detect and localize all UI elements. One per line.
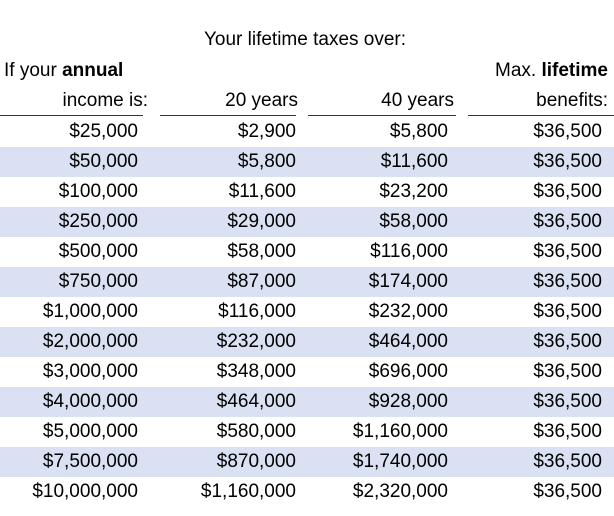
tax40-cell: $232,000: [368, 301, 448, 322]
table-row: $4,000,000 $464,000 $928,000 $36,500: [0, 387, 614, 417]
table-row: $750,000 $87,000 $174,000 $36,500: [0, 267, 614, 297]
tax40-cell: $116,000: [370, 241, 448, 262]
table-row: $500,000 $58,000 $116,000 $36,500: [0, 237, 614, 267]
income-cell: $250,000: [58, 211, 138, 232]
years40-header: 40 years: [381, 90, 454, 111]
benefit-cell: $36,500: [533, 481, 602, 502]
benefit-cell: $36,500: [533, 301, 602, 322]
income-cell: $1,000,000: [42, 301, 138, 322]
income-cell: $10,000,000: [32, 481, 138, 502]
income-header-bold: annual: [62, 60, 124, 81]
table-row: $3,000,000 $348,000 $696,000 $36,500: [0, 357, 614, 387]
income-cell: $25,000: [69, 121, 138, 142]
income-cell: $4,000,000: [42, 391, 138, 412]
tax40-cell: $1,740,000: [352, 451, 448, 472]
tax20-cell: $1,160,000: [200, 481, 296, 502]
benefit-cell: $36,500: [533, 451, 602, 472]
tax40-cell: $696,000: [368, 361, 448, 382]
tax40-cell: $58,000: [379, 211, 448, 232]
tax20-cell: $11,600: [228, 181, 296, 202]
benefit-cell: $36,500: [533, 421, 602, 442]
tax40-cell: $1,160,000: [352, 421, 448, 442]
header-rule-income: [0, 115, 143, 116]
table-body: $25,000 $2,900 $5,800 $36,500 $50,000 $5,800 $…: [0, 117, 614, 507]
tax20-cell: $29,000: [227, 211, 296, 232]
benefit-cell: $36,500: [533, 121, 602, 142]
table-row: $2,000,000 $232,000 $464,000 $36,500: [0, 327, 614, 357]
table-row: $1,000,000 $116,000 $232,000 $36,500: [0, 297, 614, 327]
max-header-prefix: Max.: [495, 60, 542, 81]
header-rule-20: [160, 115, 296, 116]
benefit-cell: $36,500: [533, 361, 602, 382]
table-row: $100,000 $11,600 $23,200 $36,500: [0, 177, 614, 207]
income-cell: $2,000,000: [42, 331, 138, 352]
benefit-cell: $36,500: [533, 181, 602, 202]
tax20-cell: $87,000: [227, 271, 296, 292]
income-cell: $750,000: [58, 271, 138, 292]
table-row: $10,000,000 $1,160,000 $2,320,000 $36,500: [0, 477, 614, 507]
tax20-cell: $464,000: [216, 391, 296, 412]
income-cell: $100,000: [58, 181, 138, 202]
tax20-cell: $232,000: [216, 331, 296, 352]
tax20-cell: $58,000: [227, 241, 296, 262]
table-row: $7,500,000 $870,000 $1,740,000 $36,500: [0, 447, 614, 477]
table-row: $250,000 $29,000 $58,000 $36,500: [0, 207, 614, 237]
income-cell: $3,000,000: [42, 361, 138, 382]
tax40-cell: $928,000: [368, 391, 448, 412]
table-row: $5,000,000 $580,000 $1,160,000 $36,500: [0, 417, 614, 447]
income-cell: $5,000,000: [42, 421, 138, 442]
max-header-bold: lifetime: [541, 60, 608, 81]
tax40-cell: $5,800: [389, 121, 448, 142]
benefit-cell: $36,500: [533, 271, 602, 292]
income-cell: $7,500,000: [42, 451, 138, 472]
income-cell: $500,000: [58, 241, 138, 262]
income-cell: $50,000: [69, 151, 138, 172]
tax40-cell: $174,000: [368, 271, 448, 292]
benefit-cell: $36,500: [533, 331, 602, 352]
benefit-cell: $36,500: [533, 151, 602, 172]
tax20-cell: $870,000: [216, 451, 296, 472]
benefit-cell: $36,500: [533, 241, 602, 262]
tax20-cell: $116,000: [218, 301, 296, 322]
table-row: $50,000 $5,800 $11,600 $36,500: [0, 147, 614, 177]
years20-header: 20 years: [225, 90, 298, 111]
tax20-cell: $5,800: [237, 151, 296, 172]
max-header-line2: benefits:: [536, 90, 608, 111]
income-header-line1: If your annual: [4, 60, 123, 82]
benefit-cell: $36,500: [533, 391, 602, 412]
tax40-cell: $23,200: [379, 181, 448, 202]
tax20-cell: $2,900: [237, 121, 296, 142]
tax20-cell: $580,000: [216, 421, 296, 442]
header-rule-max: [468, 115, 614, 116]
super-header: Your lifetime taxes over:: [203, 29, 407, 50]
income-header-prefix: If your: [4, 60, 63, 81]
tax40-cell: $464,000: [368, 331, 448, 352]
benefit-cell: $36,500: [533, 211, 602, 232]
income-header-line2: income is:: [62, 90, 148, 111]
header-rule-40: [308, 115, 456, 116]
tax40-cell: $11,600: [380, 151, 448, 172]
tax20-cell: $348,000: [216, 361, 296, 382]
max-header-line1: Max. lifetime: [495, 60, 608, 82]
table-row: $25,000 $2,900 $5,800 $36,500: [0, 117, 614, 147]
tax40-cell: $2,320,000: [352, 481, 448, 502]
